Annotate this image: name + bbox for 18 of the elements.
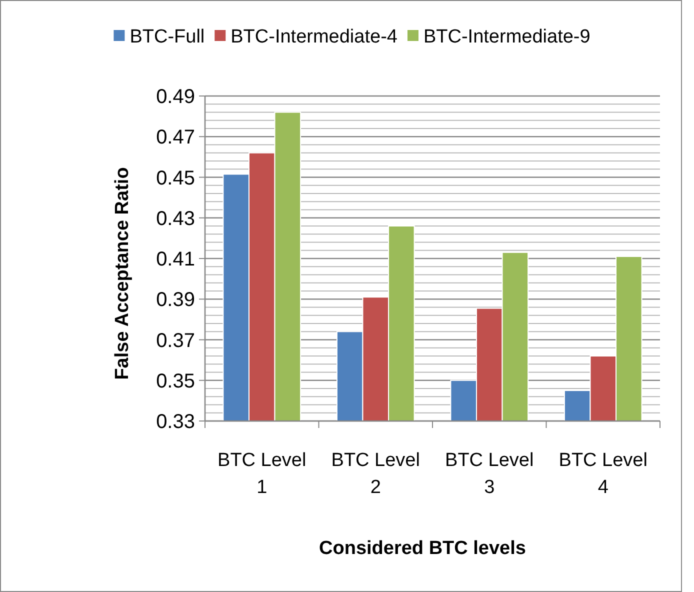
y-tick-label: 0.37: [156, 330, 195, 352]
y-tick-label: 0.33: [156, 411, 195, 433]
x-tick-label: BTC Level 1: [218, 450, 306, 498]
legend-label: BTC-Full: [130, 26, 205, 48]
y-axis-title: False Acceptance Ratio: [112, 167, 133, 380]
y-tick-label: 0.41: [156, 248, 195, 270]
legend-label: BTC-Intermediate-9: [423, 26, 590, 48]
x-tick-label: BTC Level 2: [331, 450, 420, 498]
y-tick-label: 0.43: [156, 208, 195, 230]
y-tick-label: 0.49: [156, 86, 195, 108]
y-tick-label: 0.35: [156, 370, 195, 392]
y-tick-label: 0.47: [156, 126, 195, 149]
x-axis-title: Considered BTC levels: [319, 538, 526, 559]
x-tick-label: BTC Level 3: [445, 450, 534, 498]
y-tick-label: 0.39: [156, 289, 195, 312]
legend-label: BTC-Intermediate-4: [230, 26, 398, 48]
x-tick-label: BTC Level 4: [558, 450, 648, 498]
y-tick-label: 0.45: [156, 167, 195, 190]
